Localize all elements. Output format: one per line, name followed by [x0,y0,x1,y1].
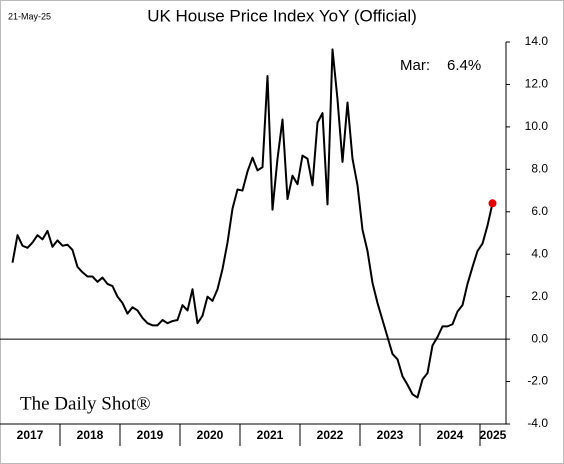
y-tick-label: 10.0 [525,119,549,133]
y-tick-label: -4.0 [527,416,548,430]
y-tick-label: 0.0 [531,331,548,345]
x-tick-label: 2018 [77,428,104,442]
x-tick-label: 2020 [197,428,224,442]
y-tick-label: 14.0 [525,34,549,48]
x-tick-label: 2025 [480,428,507,442]
y-tick-label: 4.0 [531,246,548,260]
chart-title: UK House Price Index YoY (Official) [147,6,417,25]
x-tick-label: 2023 [377,428,404,442]
last-point [488,199,497,208]
x-tick-label: 2021 [257,428,284,442]
date-stamp: 21-May-25 [8,11,51,21]
watermark: The Daily Shot® [20,393,151,414]
y-tick-label: 6.0 [531,204,548,218]
x-tick-label: 2022 [317,428,344,442]
y-tick-label: 8.0 [531,162,548,176]
x-tick-label: 2019 [137,428,164,442]
annotation-value: 6.4% [447,57,481,74]
annotation-label: Mar: [400,57,430,74]
line [11,48,494,399]
x-tick-label: 2024 [437,428,464,442]
y-tick-label: 12.0 [525,77,549,91]
x-tick-label: 2017 [17,428,44,442]
y-tick-label: 2.0 [531,289,548,303]
y-tick-label: -2.0 [527,374,548,388]
